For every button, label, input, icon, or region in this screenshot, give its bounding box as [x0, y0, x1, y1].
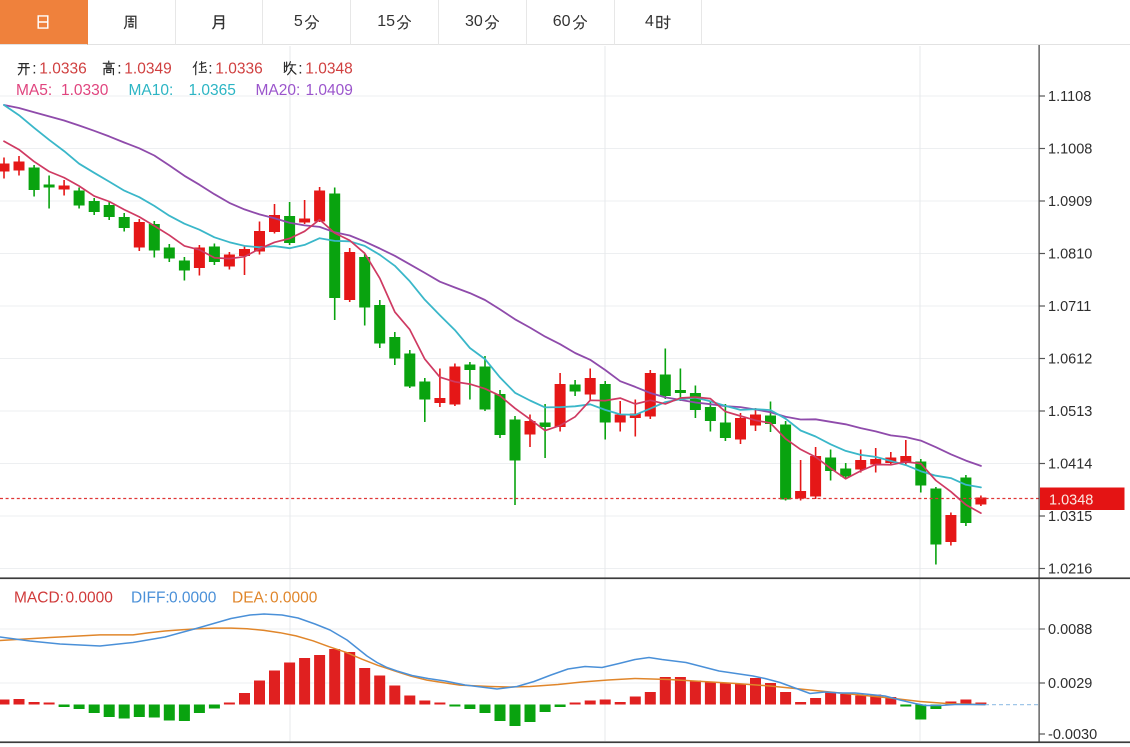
svg-text:0.0000: 0.0000	[169, 590, 217, 607]
svg-text:1.0810: 1.0810	[1048, 247, 1092, 263]
svg-text:1.0315: 1.0315	[1048, 509, 1092, 525]
svg-text:DIFF:: DIFF:	[131, 590, 170, 607]
svg-text:MA5:: MA5:	[16, 82, 52, 99]
svg-text:0.0088: 0.0088	[1048, 622, 1092, 638]
svg-text:1.0216: 1.0216	[1048, 562, 1092, 578]
svg-text:0.0000: 0.0000	[66, 590, 114, 607]
svg-text:1.1008: 1.1008	[1048, 142, 1092, 158]
svg-text:1.0414: 1.0414	[1048, 457, 1092, 473]
svg-text::: :	[298, 61, 302, 78]
svg-text:1.0909: 1.0909	[1048, 194, 1092, 210]
svg-text::: :	[32, 61, 36, 78]
svg-text:1.1108: 1.1108	[1048, 89, 1091, 105]
svg-text:DEA:: DEA:	[232, 590, 268, 607]
svg-text:1.0330: 1.0330	[61, 82, 109, 99]
svg-text:1.0336: 1.0336	[39, 61, 86, 78]
svg-text:1.0513: 1.0513	[1048, 404, 1092, 420]
svg-text:1.0348: 1.0348	[305, 61, 352, 78]
svg-text:MACD:: MACD:	[14, 590, 64, 607]
svg-text:1.0336: 1.0336	[215, 61, 262, 78]
svg-text:1.0612: 1.0612	[1048, 352, 1092, 368]
svg-text:1.0711: 1.0711	[1048, 299, 1091, 315]
svg-text:0.0029: 0.0029	[1048, 676, 1092, 692]
svg-text:1.0349: 1.0349	[124, 61, 171, 78]
svg-text:1.0365: 1.0365	[189, 82, 236, 99]
svg-text:MA10:: MA10:	[129, 82, 174, 99]
svg-text:0.0000: 0.0000	[270, 590, 318, 607]
svg-text:1.0409: 1.0409	[306, 82, 353, 99]
svg-text:MA20:: MA20:	[256, 82, 301, 99]
svg-text:1.0348: 1.0348	[1049, 492, 1093, 508]
svg-text::: :	[117, 61, 121, 78]
svg-text:-0.0030: -0.0030	[1048, 727, 1097, 743]
svg-text::: :	[208, 61, 212, 78]
